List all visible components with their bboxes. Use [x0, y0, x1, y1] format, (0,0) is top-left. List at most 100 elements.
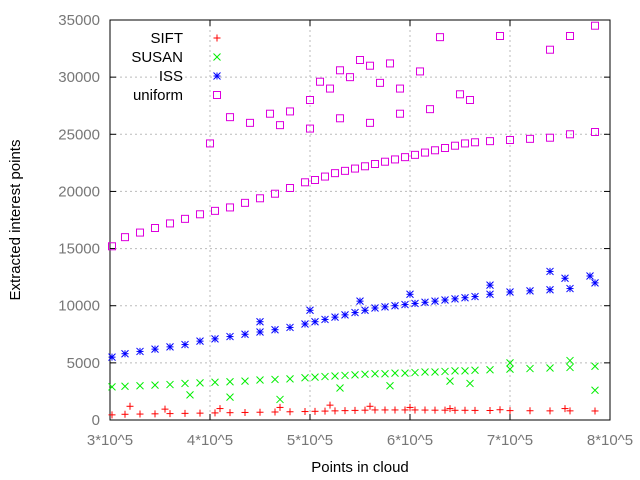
susan-point	[431, 368, 439, 376]
uniform-point	[466, 96, 474, 104]
series-sift	[108, 401, 599, 419]
uniform-point	[506, 136, 514, 144]
iss-point	[136, 347, 144, 356]
sift-point	[546, 407, 554, 415]
sift-point	[446, 405, 454, 413]
sift-point	[591, 407, 599, 415]
legend-label-sift: SIFT	[151, 30, 184, 47]
iss-point	[486, 281, 494, 289]
sift-point	[241, 408, 249, 416]
uniform-point	[436, 33, 444, 42]
iss-point	[256, 328, 264, 336]
susan-point	[391, 369, 399, 377]
susan-point	[186, 391, 194, 399]
uniform-point	[566, 32, 574, 40]
uniform-point	[286, 107, 294, 116]
susan-point	[351, 371, 359, 379]
x-tick-label: 7*10^5	[487, 432, 533, 449]
sift-point	[431, 406, 439, 414]
susan-point	[301, 373, 309, 382]
uniform-point	[441, 144, 449, 152]
iss-point	[361, 306, 369, 315]
uniform-point	[226, 113, 234, 122]
uniform-point	[496, 32, 504, 40]
uniform-point	[108, 242, 116, 251]
uniform-point	[471, 138, 479, 147]
uniform-point	[396, 109, 404, 118]
susan-point	[591, 386, 599, 395]
uniform-point	[591, 128, 599, 136]
susan-point	[421, 368, 429, 376]
sift-point	[226, 409, 234, 417]
uniform-point	[271, 189, 279, 198]
legend-label-susan: SUSAN	[131, 49, 183, 66]
susan-point	[591, 362, 599, 371]
susan-point	[566, 356, 574, 365]
uniform-point	[286, 184, 294, 192]
susan-point	[108, 383, 116, 391]
uniform-point	[386, 59, 394, 68]
susan-point	[461, 367, 469, 375]
susan-point	[256, 376, 264, 384]
sift-point	[136, 410, 144, 418]
legend-marker-uniform	[213, 91, 221, 99]
uniform-point	[356, 56, 364, 64]
sift-point	[108, 411, 116, 419]
iss-point	[196, 337, 204, 345]
iss-point	[461, 293, 469, 302]
susan-point	[196, 379, 204, 387]
legend-label-uniform: uniform	[133, 87, 183, 104]
uniform-point	[421, 148, 429, 157]
sift-point	[351, 406, 359, 414]
uniform-point	[311, 176, 319, 184]
uniform-point	[526, 134, 534, 143]
susan-point	[381, 369, 389, 378]
legend: SIFT SUSAN ISS uniform	[131, 30, 221, 104]
uniform-point	[326, 84, 334, 93]
uniform-point	[351, 164, 359, 173]
uniform-point	[276, 121, 284, 130]
sift-point	[126, 402, 134, 410]
iss-point	[286, 323, 294, 332]
iss-point	[166, 343, 174, 351]
iss-point	[181, 340, 189, 349]
iss-point	[121, 349, 129, 358]
uniform-point	[381, 157, 389, 166]
uniform-point	[366, 61, 374, 70]
sift-point	[371, 406, 379, 414]
iss-point	[381, 303, 389, 311]
susan-point	[121, 382, 129, 391]
sift-point	[166, 410, 174, 418]
uniform-point	[266, 109, 274, 118]
y-tick-label: 0	[92, 412, 100, 429]
uniform-point	[151, 224, 159, 232]
uniform-point	[416, 67, 424, 76]
uniform-point	[331, 169, 339, 178]
uniform-point	[301, 178, 309, 187]
x-tick-label: 8*10^5	[587, 432, 633, 449]
uniform-point	[361, 162, 369, 171]
x-tick-label: 5*10^5	[287, 432, 333, 449]
sift-point	[121, 410, 129, 418]
iss-point	[391, 301, 399, 310]
susan-point	[241, 377, 249, 385]
y-tick-label: 10000	[58, 298, 100, 315]
sift-point	[461, 406, 469, 414]
sift-point	[421, 406, 429, 414]
susan-point	[526, 364, 534, 373]
y-tick-label: 35000	[58, 12, 100, 29]
x-tick-label: 4*10^5	[187, 432, 233, 449]
iss-point	[546, 267, 554, 276]
iss-point	[371, 304, 379, 312]
series-uniform	[108, 21, 599, 251]
sift-point	[366, 402, 374, 410]
sift-point	[181, 409, 189, 417]
iss-point	[306, 306, 314, 315]
sift-point	[196, 409, 204, 417]
sift-point	[286, 408, 294, 416]
uniform-point	[306, 96, 314, 104]
sift-point	[486, 407, 494, 415]
uniform-point	[306, 124, 314, 133]
legend-marker-susan	[213, 53, 221, 61]
iss-point	[411, 299, 419, 308]
